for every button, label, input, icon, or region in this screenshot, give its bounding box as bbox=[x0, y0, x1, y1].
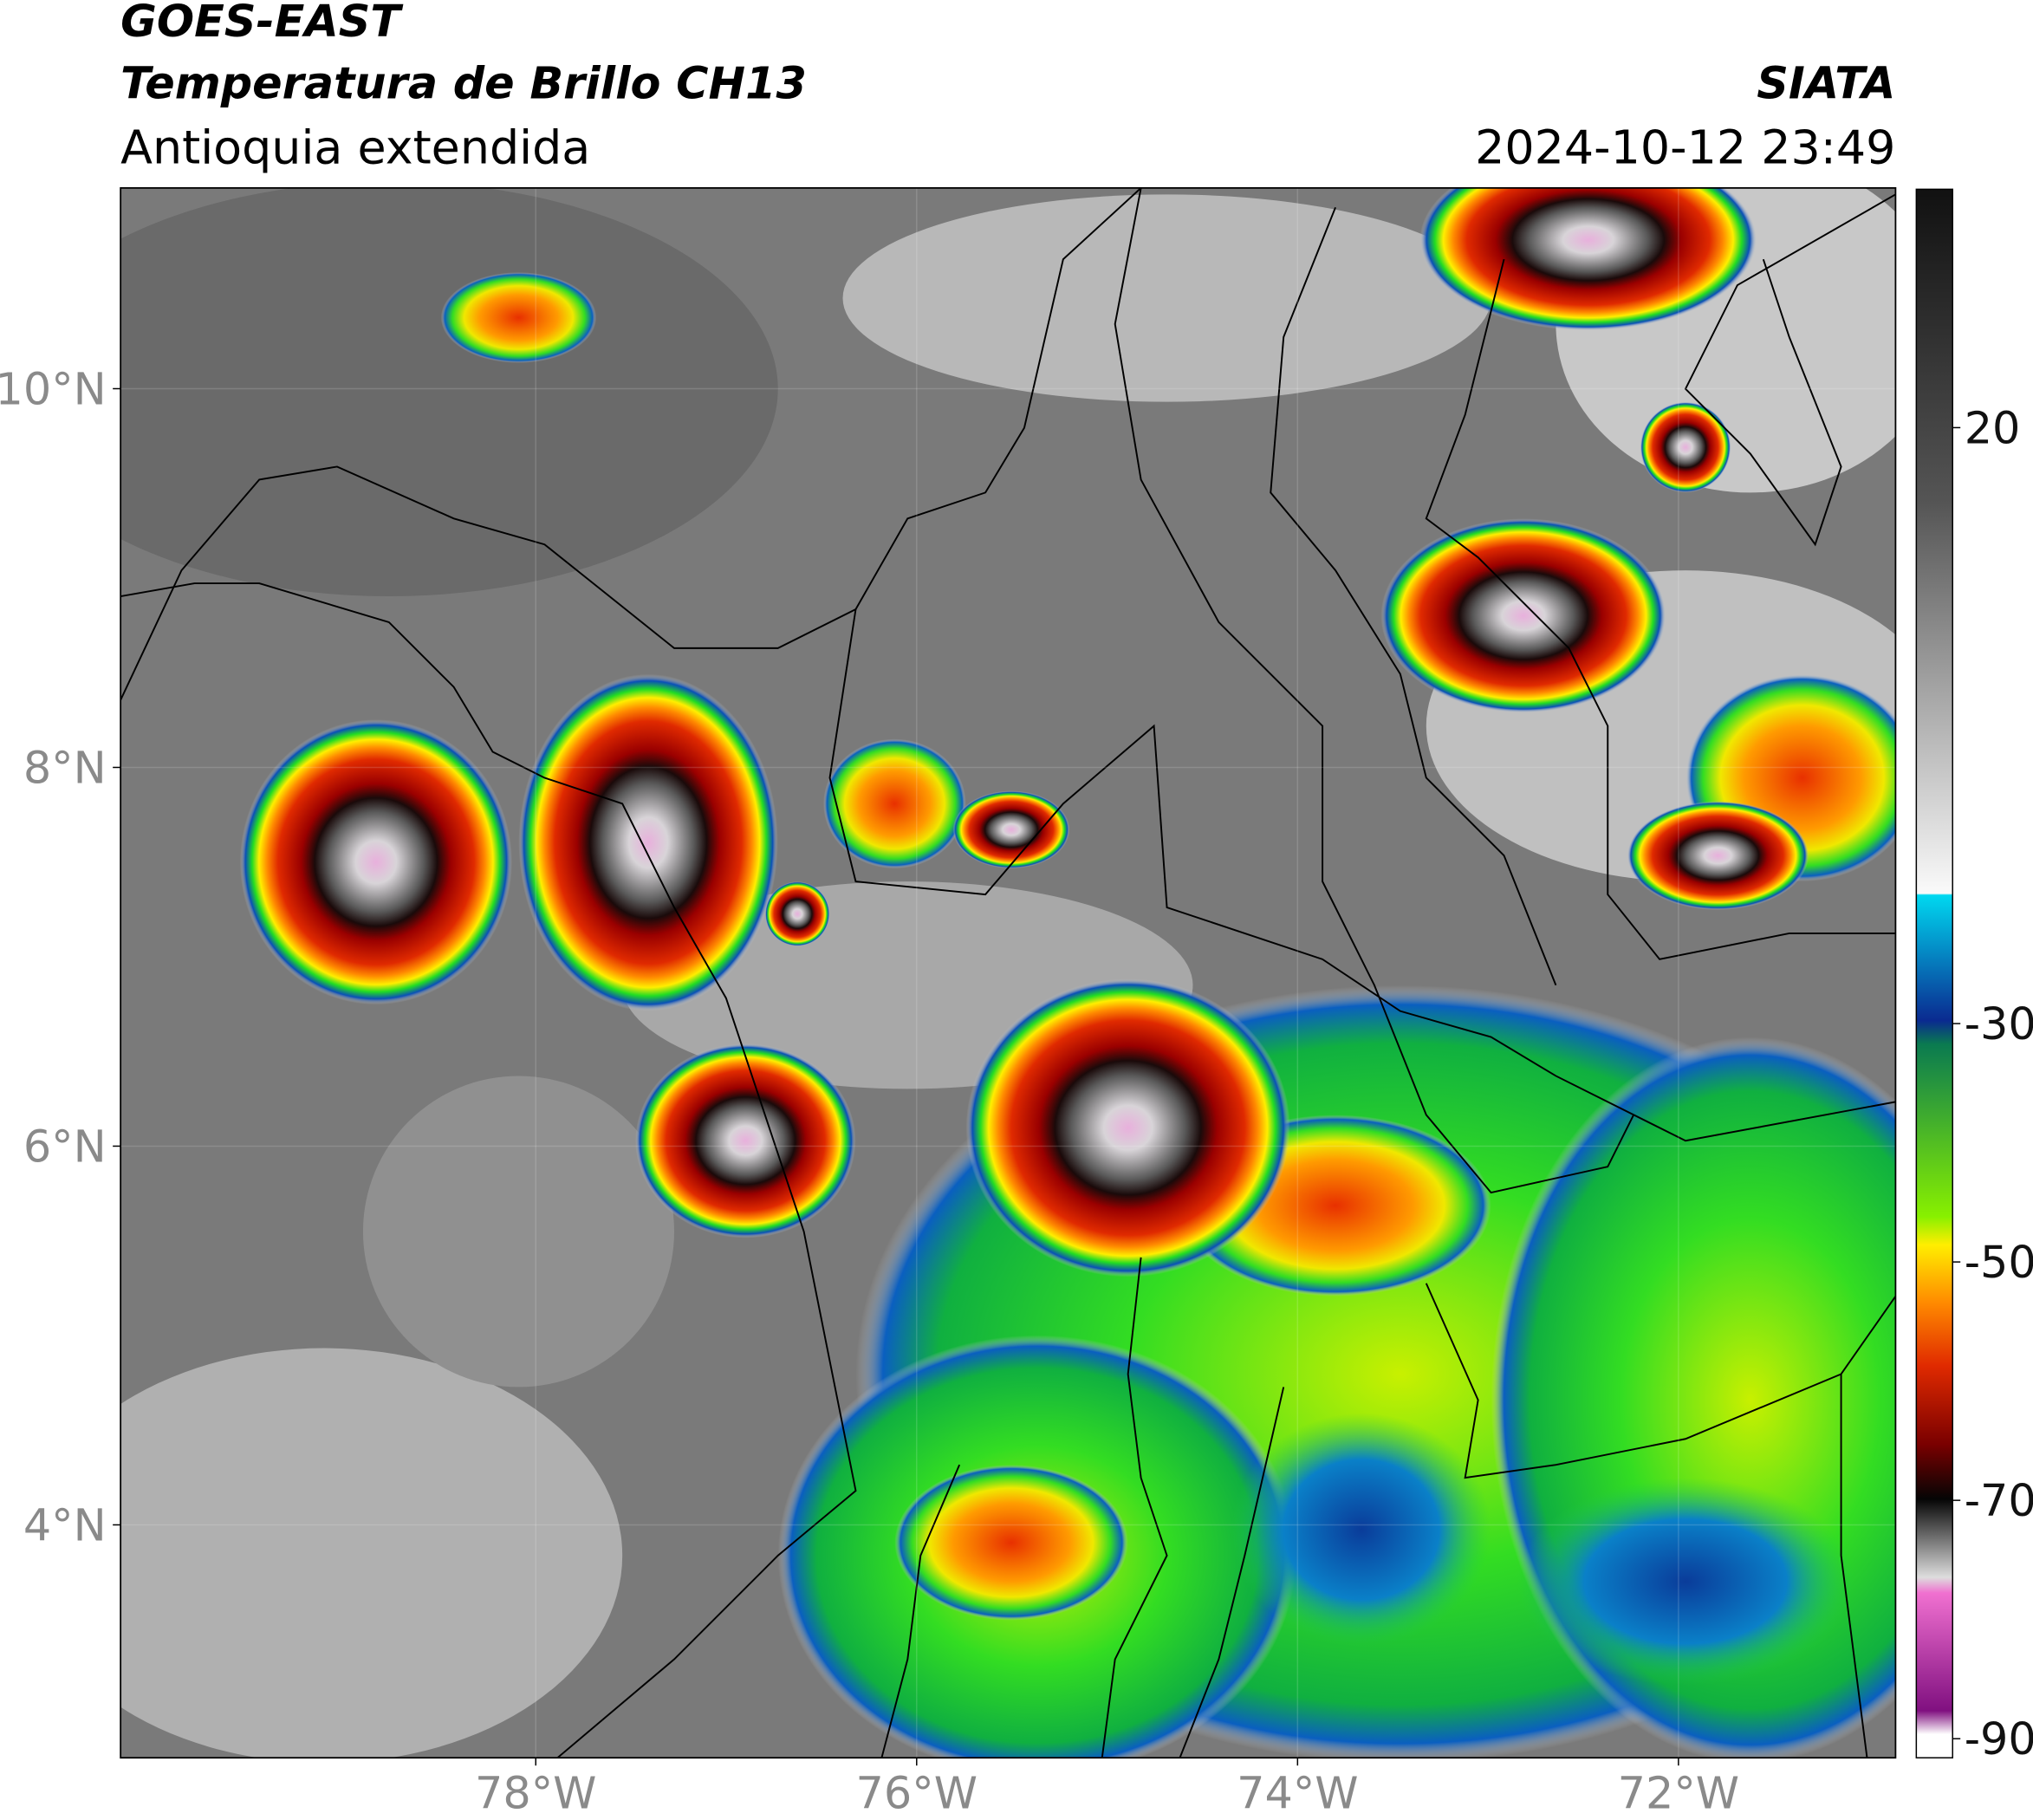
colorbar-tick-label: 20 bbox=[1965, 402, 2021, 453]
datetime: 2024-10-12 23:49 bbox=[1475, 120, 1895, 174]
graticule bbox=[120, 187, 1896, 1758]
x-tick-label: 74°W bbox=[1237, 1768, 1358, 1819]
colorbar-tick-label: -30 bbox=[1965, 998, 2033, 1050]
colorbar-tick-label: -90 bbox=[1965, 1713, 2033, 1765]
y-tick-label: 4°N bbox=[23, 1499, 107, 1550]
y-tick-label: 6°N bbox=[23, 1121, 107, 1172]
colorbar bbox=[1915, 188, 1953, 1758]
y-tick-label: 8°N bbox=[23, 742, 107, 793]
x-tick-label: 78°W bbox=[475, 1768, 596, 1819]
x-tick-label: 72°W bbox=[1618, 1768, 1739, 1819]
title: GOES-EAST bbox=[120, 0, 404, 47]
source: SIATA bbox=[1757, 58, 1895, 109]
map-frame bbox=[120, 186, 1897, 1759]
subtitle: Temperatura de Brillo CH13 bbox=[120, 58, 807, 109]
region: Antioquia extendida bbox=[120, 120, 590, 174]
y-tick-label: 10°N bbox=[0, 363, 107, 414]
colorbar-tick-label: -70 bbox=[1965, 1475, 2033, 1526]
satellite-image bbox=[120, 187, 1896, 1758]
x-tick-label: 76°W bbox=[856, 1768, 978, 1819]
colorbar-tick-label: -50 bbox=[1965, 1237, 2033, 1288]
